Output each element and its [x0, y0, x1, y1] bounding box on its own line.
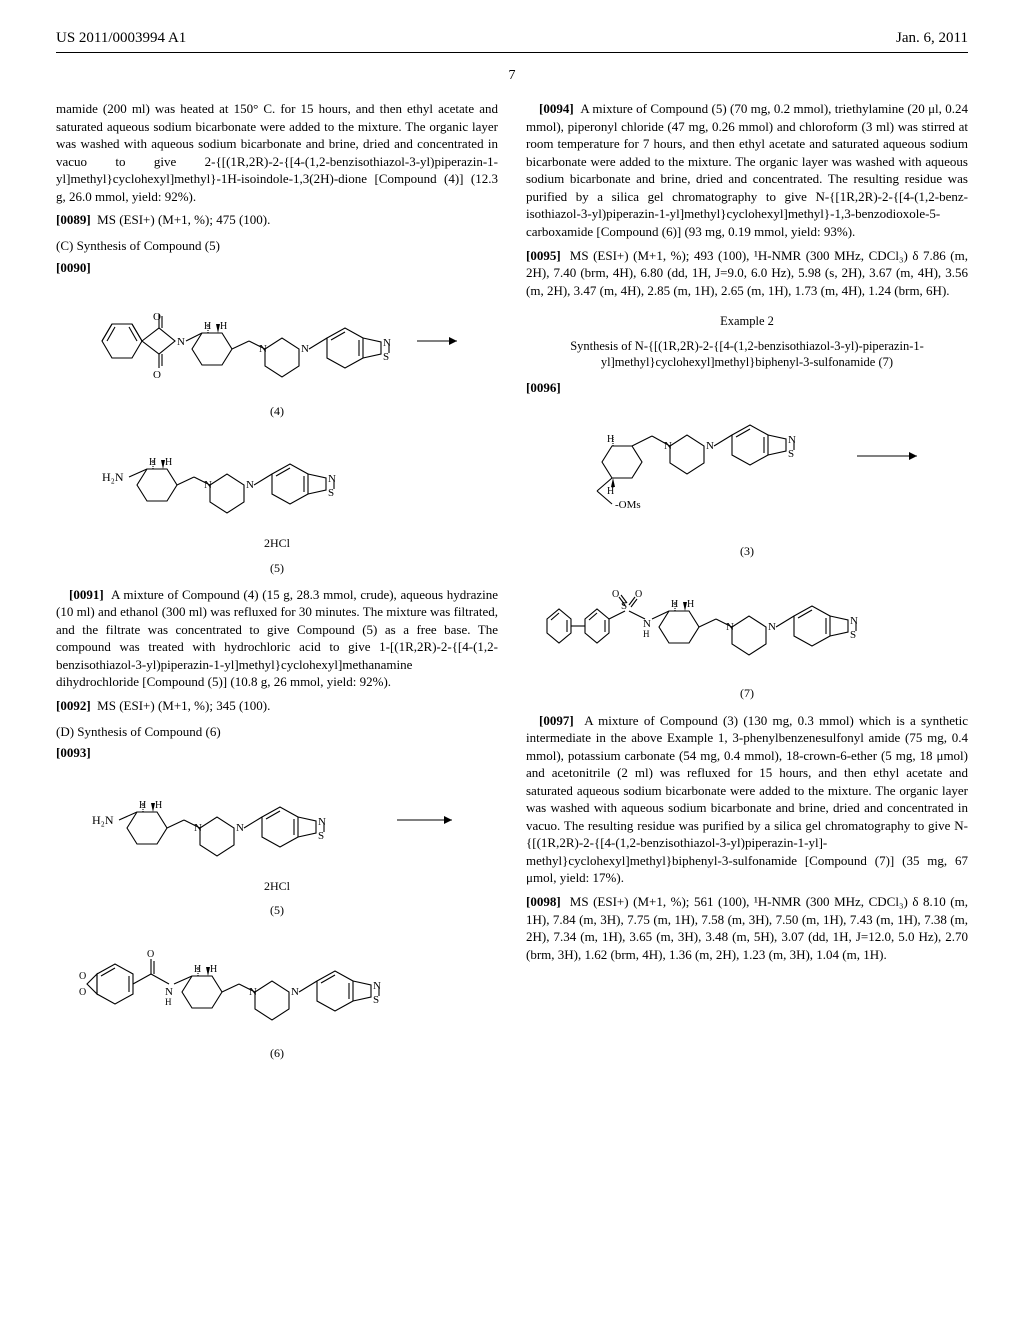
- svg-text:N: N: [788, 434, 796, 446]
- svg-text:N: N: [259, 343, 267, 355]
- svg-text:S: S: [788, 448, 794, 460]
- compound-5-label-2: (5): [56, 902, 498, 918]
- svg-text:N: N: [236, 822, 244, 834]
- svg-text:N: N: [706, 440, 714, 452]
- para-number: [0093]: [56, 745, 91, 760]
- para-number: [0090]: [56, 260, 91, 275]
- svg-text:N: N: [373, 980, 381, 992]
- structure-compound-7: S O O N H H H N: [526, 569, 968, 702]
- svg-text:O: O: [612, 589, 619, 600]
- paragraph-0090: [0090]: [56, 259, 498, 277]
- svg-text:O: O: [635, 589, 642, 600]
- compound-5-label: (5): [56, 560, 498, 576]
- svg-text:N: N: [328, 473, 336, 485]
- para-text: MS (ESI+) (M+1, %); 561 (100), ¹H-NMR (3…: [526, 894, 968, 962]
- svg-text:H: H: [165, 457, 172, 468]
- page-header: US 2011/0003994 A1 Jan. 6, 2011: [56, 28, 968, 53]
- svg-text:H: H: [210, 964, 217, 975]
- svg-text:N: N: [301, 343, 309, 355]
- svg-text:H₂N: H₂N: [102, 470, 124, 484]
- svg-text:H: H: [607, 486, 614, 497]
- para-number: [0098]: [526, 894, 561, 909]
- right-column: [0094] A mixture of Compound (5) (70 mg,…: [526, 100, 968, 1071]
- structure-compound-6: O O O N H H H: [56, 929, 498, 1062]
- svg-text:H: H: [155, 800, 162, 811]
- svg-text:S: S: [318, 830, 324, 842]
- publication-number: US 2011/0003994 A1: [56, 28, 186, 48]
- para-text: MS (ESI+) (M+1, %); 345 (100).: [97, 698, 270, 713]
- structure-compound-5: H₂N H H N N N: [56, 429, 498, 576]
- paragraph-0091: [0091] A mixture of Compound (4) (15 g, …: [56, 586, 498, 691]
- svg-text:N: N: [246, 479, 254, 491]
- example-2-heading: Example 2: [526, 313, 968, 330]
- svg-text:H: H: [643, 629, 650, 639]
- para-number: [0091]: [69, 587, 104, 602]
- example-2-title: Synthesis of N-{[(1R,2R)-2-{[4-(1,2-benz…: [556, 338, 938, 371]
- svg-text:N: N: [194, 822, 202, 834]
- svg-text:O: O: [79, 971, 86, 982]
- oms-label: -OMs: [615, 499, 641, 511]
- compound-3-label: (3): [526, 543, 968, 559]
- svg-text:S: S: [328, 487, 334, 499]
- page-number: 7: [56, 67, 968, 86]
- svg-text:H₂N: H₂N: [92, 813, 114, 827]
- paragraph-continued: mamide (200 ml) was heated at 150° C. fo…: [56, 100, 498, 205]
- para-number: [0094]: [539, 101, 574, 116]
- para-text: MS (ESI+) (M+1, %); 475 (100).: [97, 212, 270, 227]
- para-text: A mixture of Compound (3) (130 mg, 0.3 m…: [526, 713, 968, 886]
- svg-text:N: N: [177, 336, 185, 348]
- svg-text:O: O: [79, 987, 86, 998]
- section-title-c: (C) Synthesis of Compound (5): [56, 237, 498, 255]
- svg-text:N: N: [768, 621, 776, 633]
- para-text: A mixture of Compound (4) (15 g, 28.3 mm…: [56, 587, 498, 690]
- para-number: [0096]: [526, 380, 561, 395]
- para-number: [0092]: [56, 698, 91, 713]
- paragraph-0092: [0092] MS (ESI+) (M+1, %); 345 (100).: [56, 697, 498, 715]
- compound-5-hcl-label-2: 2HCl: [56, 878, 498, 894]
- svg-text:N: N: [291, 986, 299, 998]
- svg-text:O: O: [153, 311, 161, 323]
- svg-text:H: H: [165, 997, 172, 1007]
- svg-text:N: N: [249, 986, 257, 998]
- paragraph-0097: [0097] A mixture of Compound (3) (130 mg…: [526, 712, 968, 887]
- compound-4-label: (4): [56, 403, 498, 419]
- section-title-d: (D) Synthesis of Compound (6): [56, 723, 498, 741]
- para-text: A mixture of Compound (5) (70 mg, 0.2 mm…: [526, 101, 968, 239]
- structure-compound-3: H H N N N S: [526, 406, 968, 559]
- svg-text:H: H: [220, 321, 227, 332]
- paragraph-0094: [0094] A mixture of Compound (5) (70 mg,…: [526, 100, 968, 240]
- svg-text:O: O: [153, 369, 161, 381]
- para-number: [0089]: [56, 212, 91, 227]
- left-column: mamide (200 ml) was heated at 150° C. fo…: [56, 100, 498, 1071]
- svg-text:N: N: [726, 621, 734, 633]
- para-number: [0095]: [526, 248, 561, 263]
- paragraph-0093: [0093]: [56, 744, 498, 762]
- para-number: [0097]: [539, 713, 574, 728]
- publication-date: Jan. 6, 2011: [896, 28, 968, 48]
- svg-text:H: H: [687, 599, 694, 610]
- svg-text:N: N: [664, 440, 672, 452]
- paragraph-0098: [0098] MS (ESI+) (M+1, %); 561 (100), ¹H…: [526, 893, 968, 963]
- svg-text:O: O: [147, 949, 154, 960]
- compound-5-hcl-label: 2HCl: [56, 535, 498, 551]
- svg-text:S: S: [373, 994, 379, 1006]
- two-column-layout: mamide (200 ml) was heated at 150° C. fo…: [56, 100, 968, 1071]
- svg-text:N: N: [204, 479, 212, 491]
- paragraph-0096: [0096]: [526, 379, 968, 397]
- svg-text:N: N: [383, 337, 391, 349]
- compound-7-label: (7): [526, 685, 968, 701]
- svg-text:N: N: [850, 615, 858, 627]
- paragraph-0095: [0095] MS (ESI+) (M+1, %); 493 (100), ¹H…: [526, 247, 968, 300]
- svg-text:S: S: [850, 629, 856, 641]
- compound-6-label: (6): [56, 1045, 498, 1061]
- structure-compound-5-repeat: H₂N H H N N N: [56, 772, 498, 919]
- paragraph-0089: [0089] MS (ESI+) (M+1, %); 475 (100).: [56, 211, 498, 229]
- para-text: MS (ESI+) (M+1, %); 493 (100), ¹H-NMR (3…: [526, 248, 968, 298]
- structure-compound-4: O O N H H N N: [56, 286, 498, 419]
- svg-text:S: S: [383, 351, 389, 363]
- svg-text:N: N: [318, 816, 326, 828]
